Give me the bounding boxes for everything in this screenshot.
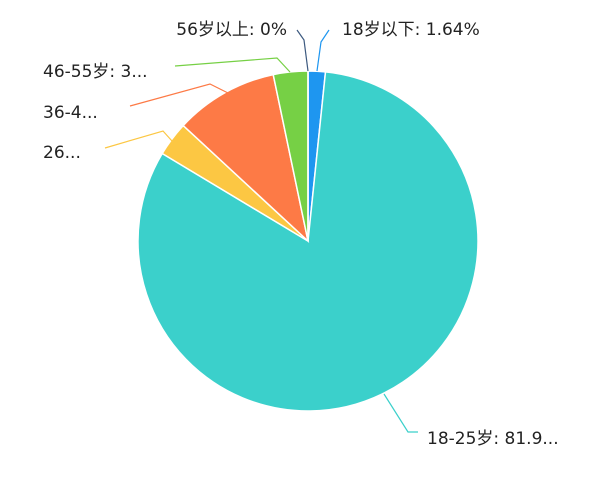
slice-label: 26...: [43, 143, 81, 163]
leader-line: [383, 393, 418, 433]
slice-label: 46-55岁: 3...: [43, 62, 148, 82]
leader-line: [104, 130, 173, 149]
leader-line: [296, 29, 309, 72]
slice-label: 36-4...: [43, 103, 98, 123]
slice-label: 18岁以下: 1.64%: [342, 20, 480, 40]
slice-label: 56岁以上: 0%: [176, 20, 287, 40]
leader-line: [174, 57, 291, 73]
leader-line: [316, 29, 330, 72]
leader-line: [129, 83, 229, 107]
pie-slice: [182, 73, 310, 244]
slice-label: 18-25岁: 81.9...: [427, 429, 559, 449]
